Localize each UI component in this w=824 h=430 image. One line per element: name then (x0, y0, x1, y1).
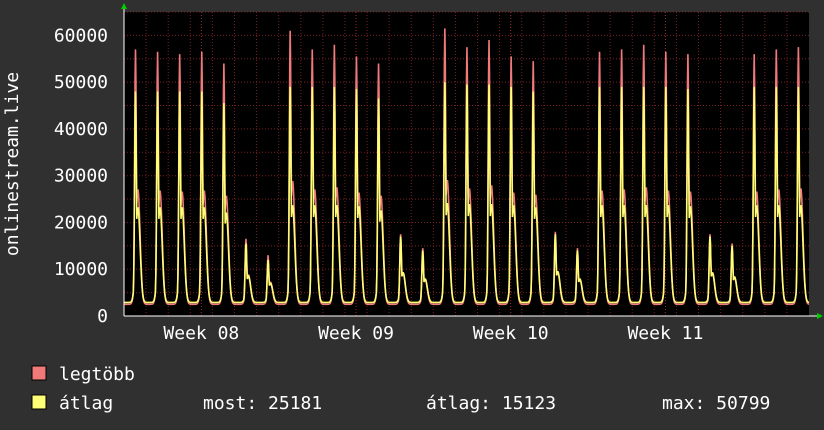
legend-label-atlag: átlag (59, 393, 113, 414)
legend-swatch-atlag (31, 394, 47, 410)
x-axis-arrow (817, 313, 823, 319)
y-tick-label: 0 (97, 306, 108, 327)
legend-label-legtobb: legtöbb (59, 364, 135, 385)
x-tick-label: Week 09 (318, 323, 394, 344)
axes (121, 3, 823, 319)
y-tick-label: 30000 (54, 166, 108, 187)
legend: legtöbb átlag most: 25181 átlag: 15123 m… (31, 364, 770, 414)
y-axis-arrow (121, 3, 127, 9)
x-tick-label: Week 11 (627, 323, 703, 344)
y-tick-label: 20000 (54, 212, 108, 233)
x-tick-label: Week 08 (163, 323, 239, 344)
series-layer (124, 28, 810, 306)
y-tick-label: 10000 (54, 259, 108, 280)
y-tick-label: 60000 (54, 25, 108, 46)
x-tick-label: Week 10 (473, 323, 549, 344)
y-tick-label: 40000 (54, 119, 108, 140)
stat-max: max: 50799 (662, 393, 770, 414)
stat-average: átlag: 15123 (426, 393, 556, 414)
x-tick-labels: Week 08 Week 09 Week 10 Week 11 (163, 323, 703, 344)
y-tick-label: 50000 (54, 72, 108, 93)
y-tick-labels: 0 10000 20000 30000 40000 50000 60000 (54, 25, 108, 327)
stat-current: most: 25181 (203, 393, 322, 414)
y-axis-label: onlinestream.live (2, 72, 23, 256)
legend-swatch-legtobb (31, 365, 47, 381)
series-line-atlag (124, 82, 810, 304)
